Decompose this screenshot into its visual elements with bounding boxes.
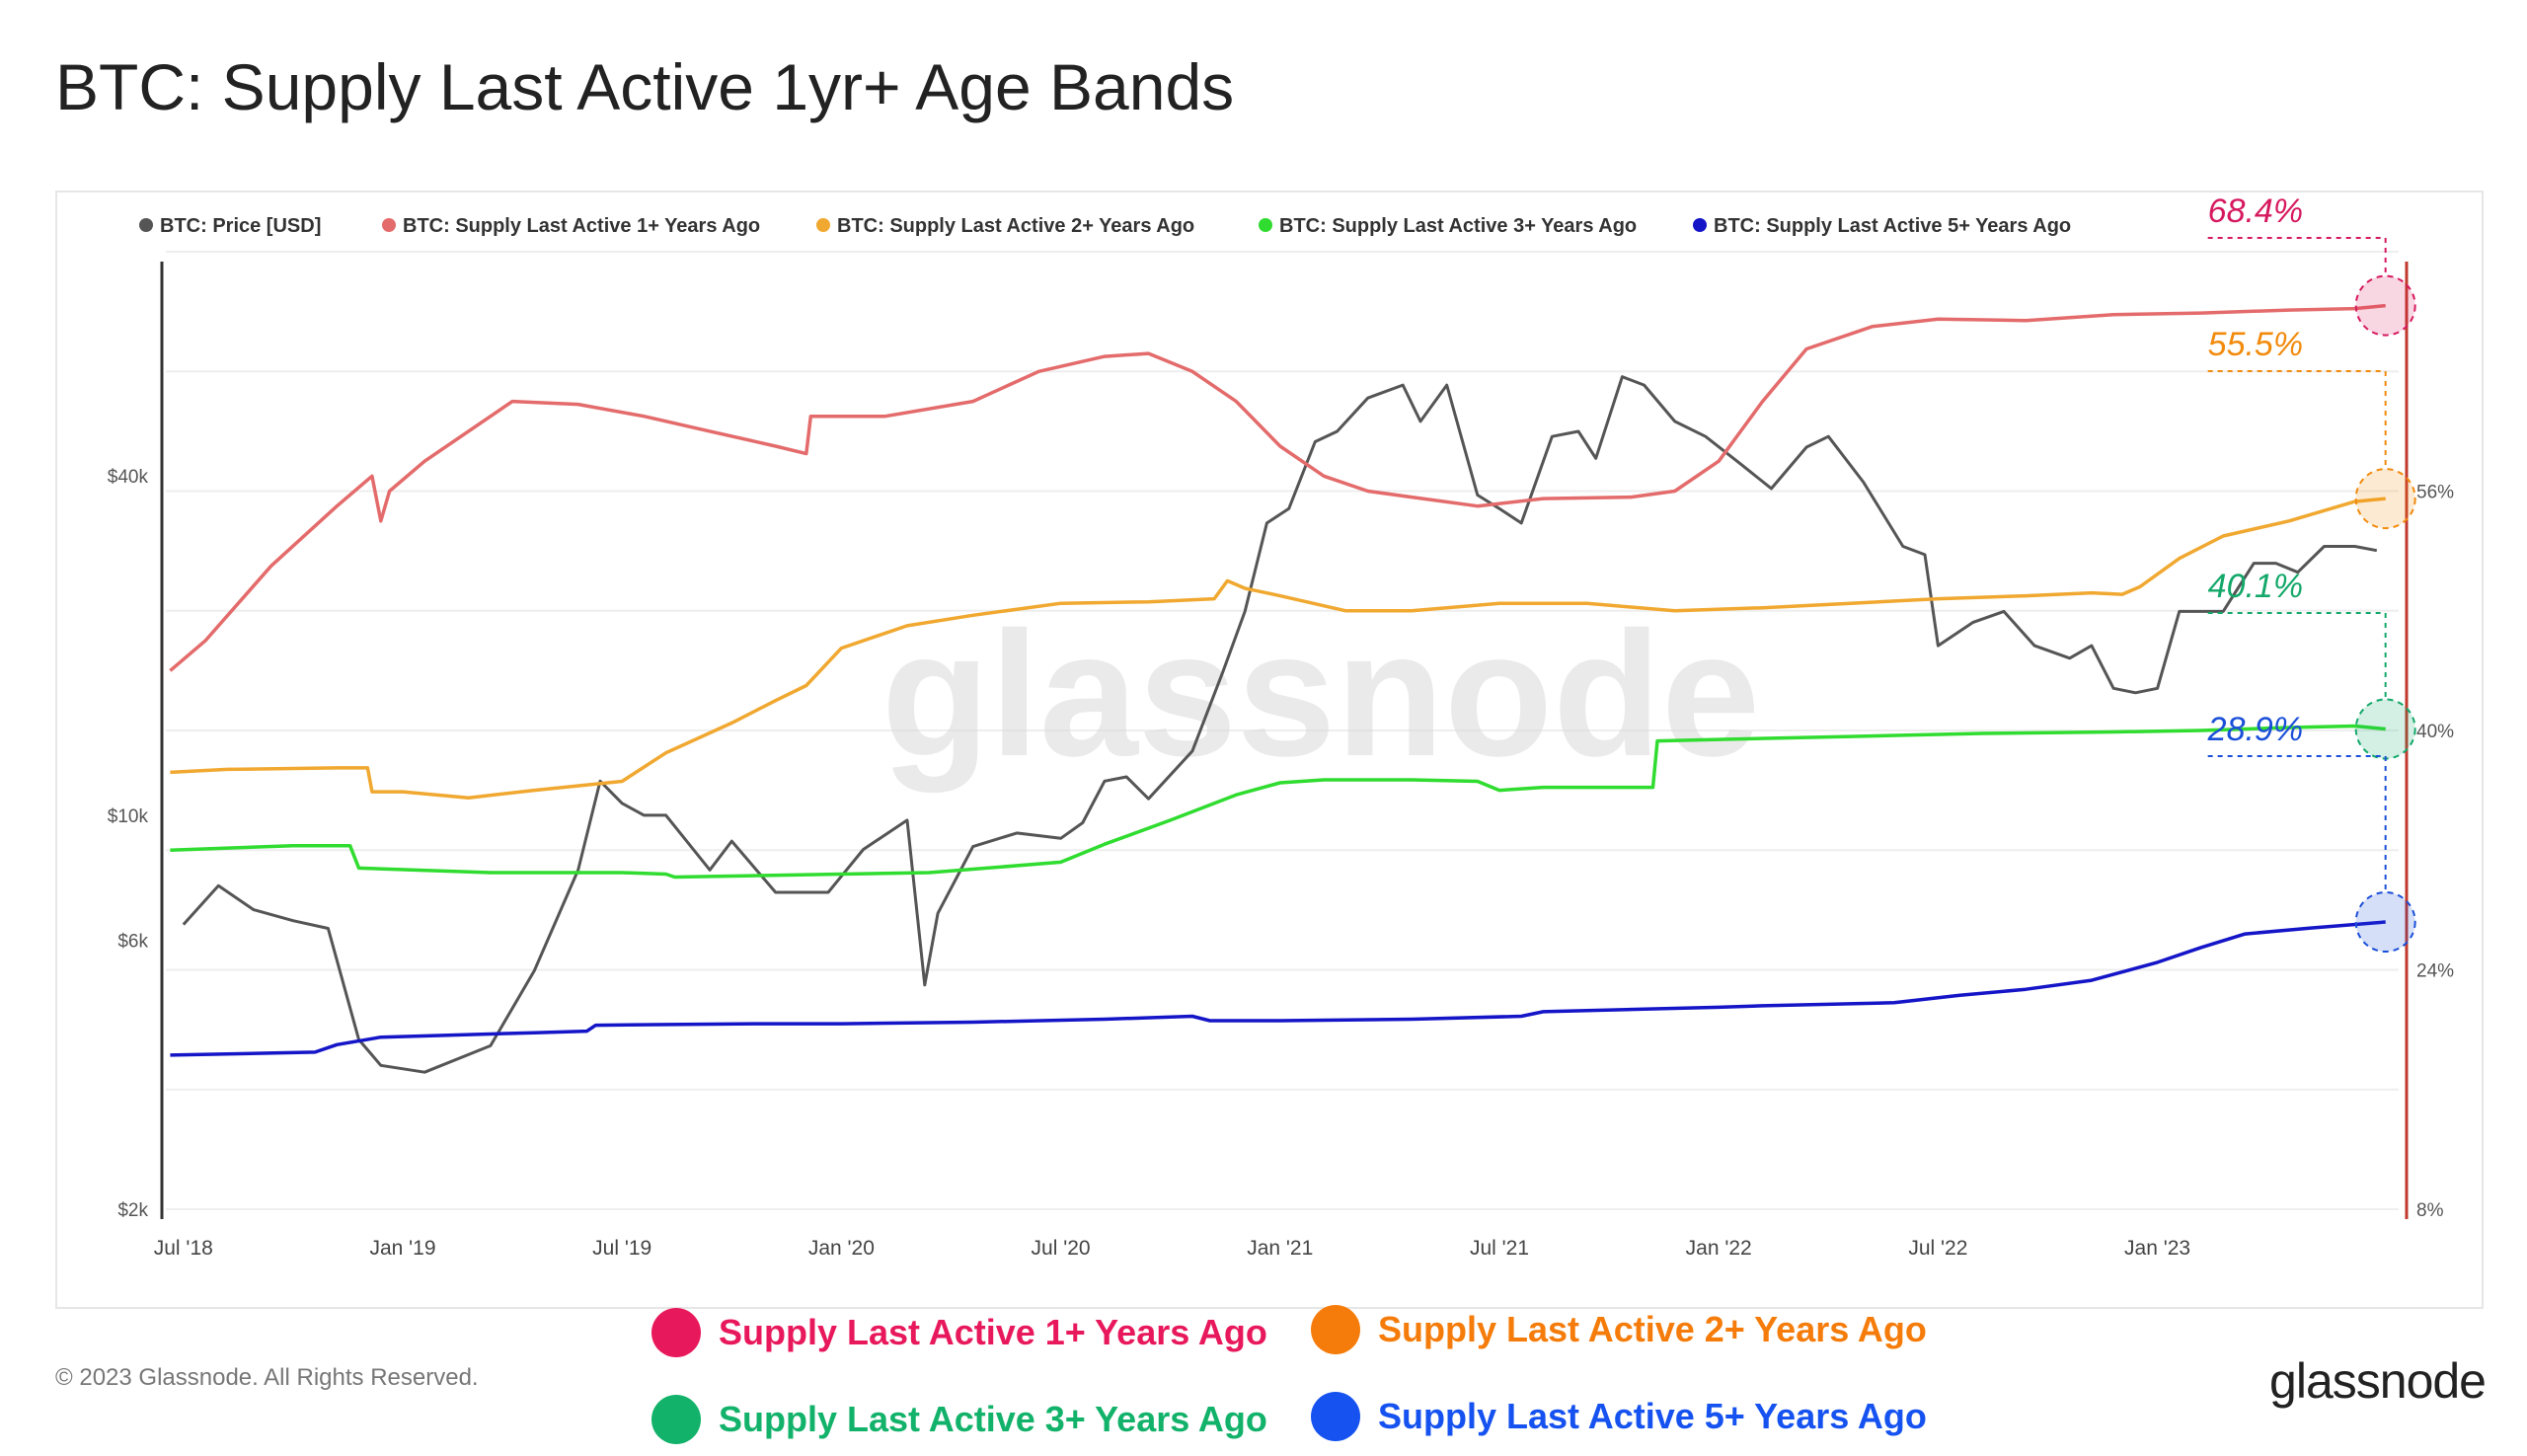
bottom-legend-item-3: Supply Last Active 3+ Years Ago — [651, 1395, 1267, 1444]
chart-title: BTC: Supply Last Active 1yr+ Age Bands — [55, 50, 1235, 123]
watermark-text: glassnode — [881, 595, 1760, 794]
legend-label: BTC: Supply Last Active 1+ Years Ago — [403, 215, 760, 237]
x-tick-label: Jan '23 — [2124, 1237, 2190, 1260]
series-line-3y — [170, 724, 2386, 880]
legend-dot-2 — [1311, 1305, 1360, 1354]
y-left-tick-label: $6k — [117, 932, 148, 953]
annotation-label: 40.1% — [2208, 568, 2303, 605]
x-tick-label: Jul '21 — [1470, 1237, 1529, 1260]
legend-label: BTC: Supply Last Active 2+ Years Ago — [837, 215, 1194, 237]
y-right-tick-label: 56% — [2416, 483, 2454, 503]
annotation-label: 55.5% — [2208, 326, 2303, 363]
end-marker — [2354, 698, 2416, 760]
legend-dot-3 — [651, 1395, 701, 1444]
y-right-tick-label: 40% — [2416, 722, 2454, 742]
legend-dot-1 — [651, 1308, 701, 1357]
legend-marker — [382, 218, 396, 232]
legend-label: BTC: Supply Last Active 3+ Years Ago — [1279, 215, 1637, 237]
y-left-tick-label: $2k — [117, 1200, 148, 1221]
x-tick-label: Jan '20 — [808, 1237, 875, 1260]
bottom-legend-item-4: Supply Last Active 5+ Years Ago — [1311, 1392, 1927, 1441]
end-marker — [2354, 468, 2416, 530]
y-left-tick-label: $10k — [108, 806, 149, 827]
series-line-2y — [170, 497, 2386, 800]
legend-marker — [816, 218, 830, 232]
legend-marker — [1259, 218, 1272, 232]
bottom-legend-label-3: Supply Last Active 3+ Years Ago — [719, 1399, 1267, 1439]
x-tick-label: Jan '22 — [1686, 1237, 1752, 1260]
x-tick-label: Jul '20 — [1032, 1237, 1091, 1260]
bottom-legend-label-2: Supply Last Active 2+ Years Ago — [1378, 1309, 1927, 1349]
annotation-label: 28.9% — [2207, 711, 2303, 748]
chart-frame: glassnode $40k $10k $6k $2k 56% 40% 24% 8% Jul '1… — [55, 191, 2484, 1309]
legend-label: BTC: Supply Last Active 5+ Years Ago — [1714, 215, 2071, 237]
series-line-4y — [170, 920, 2386, 1057]
annotation-label: 68.4% — [2208, 192, 2303, 230]
series-line-price — [182, 375, 2378, 1074]
bottom-legend-label-1: Supply Last Active 1+ Years Ago — [719, 1312, 1267, 1352]
x-tick-label: Jul '22 — [1908, 1237, 1967, 1260]
legend-marker — [139, 218, 153, 232]
glassnode-logo[interactable]: glassnode — [2269, 1353, 2487, 1409]
x-tick-label: Jul '18 — [154, 1237, 213, 1260]
legend-label: BTC: Price [USD] — [160, 215, 321, 237]
bottom-legend-item-2: Supply Last Active 2+ Years Ago — [1311, 1305, 1927, 1354]
y-left-tick-label: $40k — [108, 467, 149, 488]
copyright-text: © 2023 Glassnode. All Rights Reserved. — [55, 1364, 479, 1391]
end-marker — [2354, 891, 2416, 953]
x-tick-label: Jul '19 — [592, 1237, 651, 1260]
legend-dot-4 — [1311, 1392, 1360, 1441]
series-line-1y — [169, 303, 2386, 672]
y-right-tick-label: 24% — [2416, 961, 2454, 982]
end-marker — [2354, 274, 2416, 337]
y-right-tick-label: 8% — [2416, 1200, 2444, 1221]
legend-marker — [1693, 218, 1707, 232]
chart-svg: glassnode $40k $10k $6k $2k 56% 40% 24% 8% Jul '1… — [108, 192, 2454, 1260]
x-tick-label: Jan '19 — [369, 1237, 435, 1260]
bottom-legend-label-4: Supply Last Active 5+ Years Ago — [1378, 1396, 1927, 1436]
bottom-legend-item-1: Supply Last Active 1+ Years Ago — [651, 1308, 1267, 1357]
x-tick-label: Jan '21 — [1247, 1237, 1313, 1260]
